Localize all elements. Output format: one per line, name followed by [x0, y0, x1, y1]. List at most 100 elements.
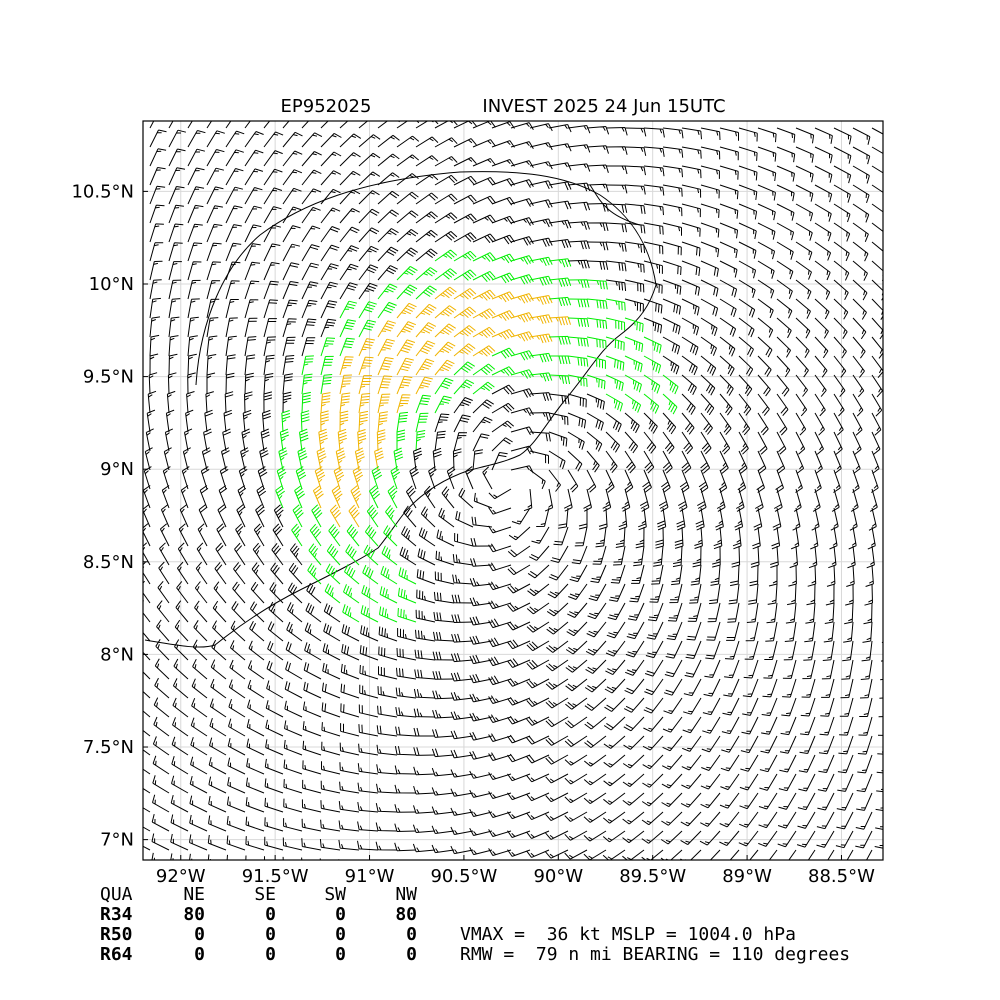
wind-barb: [469, 789, 493, 798]
wind-barb: [586, 164, 609, 173]
wind-barb: [488, 562, 512, 572]
wind-barb: [842, 640, 854, 662]
wind-barb: [749, 849, 759, 860]
wind-barb: [833, 374, 846, 398]
wind-barb: [848, 526, 857, 550]
wind-barb: [700, 146, 721, 160]
wind-barb: [586, 241, 609, 251]
wind-barb: [234, 542, 246, 566]
wind-barb: [212, 600, 227, 623]
wind-barb: [891, 337, 903, 359]
wind-barb: [657, 507, 667, 531]
wind-barb: [511, 507, 531, 525]
wind-barb: [662, 336, 681, 355]
wind-barb: [431, 787, 455, 796]
wind-barb: [377, 357, 394, 376]
wind-barb: [357, 429, 367, 452]
table-header: NE: [183, 884, 205, 905]
wind-barb: [193, 620, 208, 642]
wind-barb: [833, 127, 852, 145]
wind-barb: [376, 429, 386, 452]
wind-barb: [265, 739, 284, 756]
wind-barb: [143, 807, 151, 813]
wind-barb: [177, 542, 189, 566]
wind-barb: [225, 299, 239, 319]
wind-barb: [415, 629, 436, 642]
wind-barb: [766, 602, 778, 624]
wind-barb: [192, 658, 208, 680]
wind-barb: [624, 431, 639, 454]
wind-barb: [615, 526, 626, 548]
wind-barb: [320, 337, 336, 357]
wind-barb: [567, 393, 587, 408]
wind-barb: [377, 320, 396, 338]
wind-barb: [567, 602, 588, 618]
wind-barb: [491, 452, 508, 471]
wind-barb: [568, 583, 588, 600]
wind-barb: [320, 300, 338, 319]
wind-barb: [738, 222, 757, 240]
wind-barb: [435, 550, 455, 566]
wind-barb: [697, 488, 707, 512]
wind-barb: [339, 226, 360, 243]
wind-barb: [757, 450, 767, 474]
table-cell: 0: [265, 904, 276, 925]
wind-barb: [434, 571, 455, 585]
wind-barb: [645, 640, 664, 659]
wind-barb: [158, 561, 170, 585]
wind-barb: [779, 754, 797, 773]
wind-barb: [793, 488, 802, 512]
wind-barb: [788, 849, 797, 860]
wind-barb: [451, 614, 474, 623]
wind-barb: [548, 450, 566, 470]
wind-barb: [376, 783, 398, 794]
wind-barb: [328, 524, 341, 547]
wind-barb: [679, 469, 690, 493]
wind-barb: [244, 372, 254, 395]
wind-barb: [833, 298, 849, 320]
wind-barb: [182, 447, 191, 471]
wind-barb: [339, 319, 356, 338]
wind-barb: [526, 678, 550, 689]
wind-barb: [886, 546, 894, 568]
wind-barb: [605, 279, 627, 292]
wind-barb: [643, 241, 664, 255]
wind-barb: [264, 817, 284, 832]
wind-barb: [719, 317, 737, 337]
wind-barb: [190, 737, 208, 756]
wind-barb: [662, 412, 677, 435]
wind-barb: [164, 428, 174, 452]
wind-barb: [706, 621, 721, 641]
wind-barb: [286, 602, 303, 623]
wind-barb: [737, 469, 747, 493]
wind-barb: [667, 602, 683, 622]
wind-barb: [700, 165, 720, 179]
wind-barb: [727, 602, 740, 623]
wind-barb: [282, 243, 301, 262]
wind-barb: [605, 203, 628, 213]
wind-barb: [321, 682, 341, 699]
wind-barb: [268, 601, 284, 623]
wind-barb: [795, 317, 811, 339]
wind-barb: [743, 659, 759, 679]
wind-barb: [302, 721, 322, 737]
wind-barb: [816, 830, 835, 848]
wind-barb: [605, 222, 627, 233]
wind-barb: [338, 820, 360, 832]
wind-barb: [294, 485, 306, 509]
wind-barb: [776, 127, 796, 143]
wind-barb: [282, 262, 300, 281]
wind-barb: [624, 469, 634, 493]
wind-barb: [852, 241, 869, 262]
wind-barb: [311, 504, 323, 528]
wind-barb: [335, 447, 346, 471]
wind-barb: [187, 242, 203, 262]
wind-barb: [681, 374, 697, 396]
wind-barb: [187, 186, 205, 205]
wind-barb: [357, 821, 379, 832]
wind-barb: [320, 207, 341, 224]
wind-barb: [681, 241, 701, 257]
wind-barb: [852, 203, 870, 223]
wind-barb: [415, 285, 437, 300]
wind-barb: [450, 749, 474, 759]
